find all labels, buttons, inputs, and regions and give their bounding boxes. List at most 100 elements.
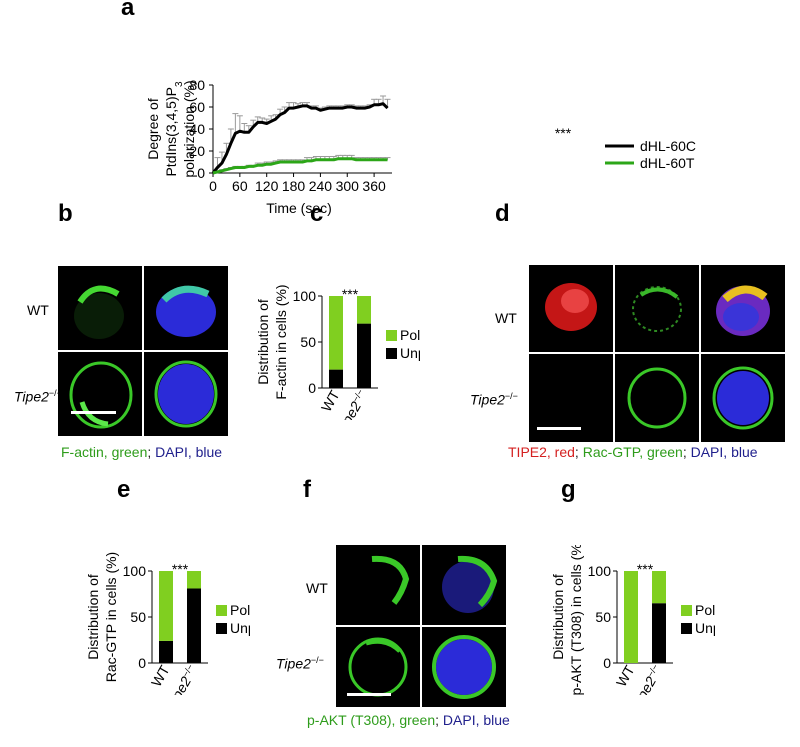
chart-a-x-tick-label: 240	[309, 178, 333, 194]
micrograph-d-wt-tipe2	[529, 265, 613, 352]
caption-b: F-actin, green; DAPI, blue	[61, 444, 223, 460]
panel-label-a: a	[121, 0, 135, 21]
micrograph-b-ko-merge	[144, 352, 228, 436]
chart-a-x-tick-label: 120	[255, 178, 279, 194]
bar-significance: ***	[637, 561, 654, 577]
bar-chart-c: Distribution of F-actin in cells (%) 0 50 10…	[255, 284, 420, 421]
bar-ylabel-line2: Rac-GTP in cells (%)	[103, 552, 119, 682]
legend-label-unpol: Unpol	[230, 620, 250, 636]
bar-y-tick-label: 0	[138, 655, 146, 671]
chart-a-y-tick-label: 0	[197, 165, 205, 181]
panel-label-d: d	[495, 200, 510, 227]
bar-chart-g: Distribution of p-AKT (T308) in cells (%)…	[550, 545, 715, 696]
bar-significance: ***	[342, 286, 359, 302]
chart-a-xlabel: Time (sec)	[266, 200, 332, 216]
chart-a-y-tick-label: 20	[189, 143, 205, 159]
chart-a-ylabel-2: PtdIns(3,4,5)P3	[163, 81, 185, 177]
micrograph-d-ko-racgtp	[615, 354, 699, 442]
chart-a-significance: ***	[555, 125, 572, 141]
bar-unpol	[187, 588, 201, 663]
bar-y-tick-label: 100	[588, 563, 612, 579]
bar-category-ko: Tipe2−/−	[628, 663, 666, 696]
bar-significance: ***	[172, 561, 189, 577]
series-line-dhl60t	[212, 157, 388, 175]
bar-ylabel-line2: p-AKT (T308) in cells (%)	[568, 545, 584, 695]
bar-unpol	[652, 603, 666, 663]
bar-ylabel-line1: Distribution of	[85, 574, 101, 660]
label-wt-b: WT	[27, 302, 49, 318]
bar-category-wt: WT	[148, 662, 173, 689]
panel-label-c: c	[310, 200, 324, 227]
caption-f: p-AKT (T308), green; DAPI, blue	[307, 712, 510, 728]
chart-a-x-tick-label: 360	[362, 178, 386, 194]
micrograph-d-wt-racgtp	[615, 265, 699, 352]
bar-pol	[624, 571, 638, 663]
bar-chart-e: Distribution of Rac-GTP in cells (%) 0 50 10…	[85, 552, 250, 696]
bar-y-tick-label: 0	[308, 380, 316, 396]
label-ko-f: Tipe2−/−	[276, 655, 324, 672]
bar-pol	[652, 571, 666, 604]
bar-category-ko: Tipe2−/−	[333, 388, 371, 421]
legend-label-dhl60c: dHL-60C	[640, 138, 696, 154]
micrograph-f-ko-merge	[422, 627, 506, 707]
scale-bar-b	[71, 411, 116, 414]
legend-label-pol: Pol	[695, 602, 715, 618]
chart-a-ylabel-1: Degree of	[145, 98, 161, 160]
micrograph-d-wt-merge	[701, 265, 785, 352]
bar-pol	[187, 571, 201, 589]
bar-ylabel-line2: F-actin in cells (%)	[273, 284, 289, 399]
panel-label-b: b	[58, 200, 73, 227]
chart-a-y-tick-label: 80	[189, 77, 205, 93]
label-wt-d: WT	[495, 310, 517, 326]
bar-y-tick-label: 100	[293, 288, 317, 304]
bar-category-wt: WT	[318, 387, 343, 414]
bar-unpol	[329, 369, 343, 388]
bar-pol	[357, 296, 371, 324]
micrograph-d-ko-merge	[701, 354, 785, 442]
chart-a-series	[211, 95, 391, 175]
bar-y-tick-label: 50	[130, 609, 146, 625]
panel-label-f: f	[303, 476, 311, 503]
chart-a-x-tick-label: 300	[336, 178, 360, 194]
micrograph-b-wt-factin	[58, 266, 142, 350]
bar-category-ko: Tipe2−/−	[163, 663, 201, 696]
bar-y-tick-label: 0	[603, 655, 611, 671]
chart-a-ylabel-3: polarization (%)	[181, 80, 197, 177]
panel-label-e: e	[117, 476, 131, 503]
legend-swatch-unpol	[386, 348, 397, 359]
legend-swatch-unpol	[216, 623, 227, 634]
chart-a-y-tick-label: 40	[189, 121, 205, 137]
chart-a-x-tick-label: 0	[209, 178, 217, 194]
bar-pol	[159, 571, 173, 641]
legend-label-unpol: Unpol	[695, 620, 715, 636]
series-line-dhl60c	[211, 102, 389, 174]
legend-label-dhl60t: dHL-60T	[640, 155, 695, 171]
chart-a-x-tick-label: 180	[282, 178, 306, 194]
caption-d: TIPE2, red; Rac-GTP, green; DAPI, blue	[508, 444, 758, 460]
legend-swatch-pol	[386, 330, 397, 341]
label-ko-b: Tipe2−/−	[14, 388, 62, 405]
label-ko-d: Tipe2−/−	[470, 391, 518, 408]
micrograph-b-ko-factin	[58, 352, 142, 436]
bar-y-tick-label: 50	[595, 609, 611, 625]
legend-swatch-pol	[681, 605, 692, 616]
chart-a-axes: 0 20 40 60 80 0 60 120 180 240 300 360	[189, 77, 392, 194]
scale-bar-d	[537, 427, 581, 430]
scale-bar-f	[347, 693, 391, 696]
bar-pol	[329, 296, 343, 370]
micrograph-f-wt-merge	[422, 545, 506, 625]
panel-label-g: g	[561, 476, 576, 503]
bar-y-tick-label: 100	[123, 563, 147, 579]
bar-unpol	[357, 323, 371, 388]
legend-swatch-pol	[216, 605, 227, 616]
legend-swatch-unpol	[681, 623, 692, 634]
bar-category-wt: WT	[613, 662, 638, 689]
micrograph-b-wt-merge	[144, 266, 228, 350]
legend-label-pol: Pol	[230, 602, 250, 618]
line-chart-a: 0 20 40 60 80 0 60 120 180 240 300 360 Degree of Pt…	[145, 77, 696, 216]
micrograph-f-wt-pakt	[336, 545, 420, 625]
legend-label-pol: Pol	[400, 327, 420, 343]
chart-a-x-tick-label: 60	[232, 178, 248, 194]
legend-label-unpol: Unpol	[400, 345, 420, 361]
bar-ylabel-line1: Distribution of	[255, 299, 271, 385]
